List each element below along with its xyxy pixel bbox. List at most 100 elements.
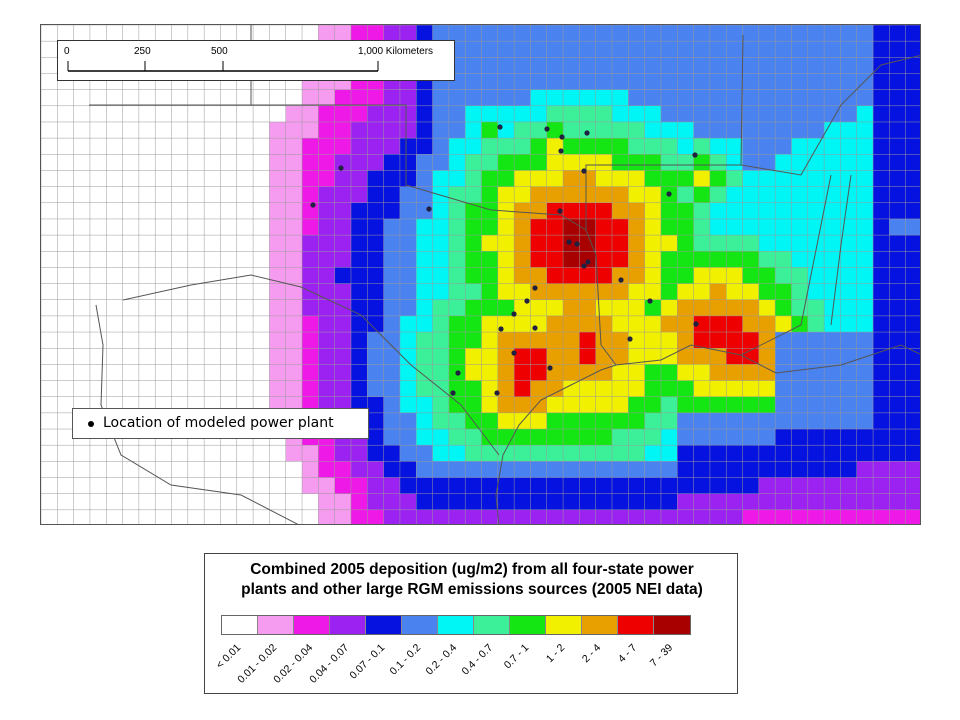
grid-cell — [350, 445, 368, 462]
grid-cell — [448, 348, 466, 365]
grid-cell — [595, 348, 613, 365]
grid-cell — [57, 235, 75, 252]
grid-cell — [726, 202, 743, 220]
grid-cell — [155, 251, 172, 268]
grid-cell — [579, 315, 597, 333]
grid-cell — [660, 202, 678, 220]
grid-cell — [677, 348, 694, 365]
grid-cell — [595, 380, 613, 398]
grid-cell — [106, 138, 123, 155]
grid-cell — [122, 170, 140, 188]
grid-cell — [171, 493, 189, 511]
grid-cell — [726, 299, 743, 317]
grid-cell — [742, 202, 760, 220]
grid-cell — [367, 315, 385, 333]
grid-cell — [236, 315, 254, 333]
grid-cell — [644, 509, 662, 524]
grid-cell — [122, 332, 140, 349]
grid-cell — [106, 267, 123, 284]
grid-cell — [873, 235, 890, 252]
grid-cell — [677, 89, 694, 107]
grid-cell — [873, 493, 890, 511]
grid-cell — [889, 348, 907, 365]
legend-title-line-2: plants and other large RGM emissions sou… — [241, 581, 703, 598]
grid-cell — [824, 170, 841, 188]
grid-cell — [448, 429, 466, 446]
grid-cell — [873, 315, 890, 333]
grid-cell — [89, 89, 107, 107]
grid-cell — [612, 105, 629, 123]
grid-cell — [530, 170, 548, 188]
grid-cell — [742, 283, 760, 301]
grid-cell — [807, 477, 825, 495]
grid-cell — [709, 412, 727, 430]
grid-cell — [448, 235, 466, 252]
grid-cell — [432, 332, 450, 349]
grid-cell — [693, 429, 711, 446]
grid-cell — [57, 218, 75, 236]
grid-cell — [595, 364, 613, 381]
grid-cell — [791, 477, 809, 495]
grid-cell — [155, 105, 172, 123]
grid-cell — [660, 364, 678, 381]
grid-cell — [840, 477, 858, 495]
grid-cell — [57, 299, 75, 317]
grid-cell — [41, 477, 58, 495]
grid-cell — [644, 477, 662, 495]
grid-cell — [416, 251, 433, 268]
grid-cell — [660, 396, 678, 414]
grid-cell — [497, 299, 515, 317]
grid-cell — [416, 186, 433, 204]
grid-cell — [856, 186, 874, 204]
grid-cell — [628, 202, 646, 220]
grid-cell — [530, 121, 548, 139]
grid-cell — [726, 267, 743, 284]
grid-cell — [612, 186, 629, 204]
grid-cell — [497, 267, 515, 284]
grid-cell — [791, 396, 809, 414]
grid-cell — [302, 493, 319, 511]
grid-cell — [873, 25, 890, 42]
grid-cell — [220, 315, 238, 333]
grid-cell — [775, 186, 792, 204]
grid-cell — [660, 477, 678, 495]
grid-cell — [220, 121, 238, 139]
grid-cell — [236, 348, 254, 365]
grid-cell — [709, 218, 727, 236]
grid-cell — [416, 299, 433, 317]
grid-cell — [824, 105, 841, 123]
grid-cell — [253, 461, 270, 478]
grid-cell — [758, 493, 776, 511]
grid-cell — [677, 267, 694, 284]
grid-cell — [595, 121, 613, 139]
grid-cell — [742, 315, 760, 333]
grid-cell — [873, 154, 890, 171]
grid-cell — [383, 170, 401, 188]
grid-cell — [204, 364, 221, 381]
grid-cell — [236, 299, 254, 317]
grid-cell — [187, 493, 205, 511]
grid-cell — [791, 348, 809, 365]
grid-cell — [432, 477, 450, 495]
grid-cell — [873, 186, 890, 204]
grid-cell — [677, 315, 694, 333]
grid-cell — [840, 267, 858, 284]
grid-cell — [187, 25, 205, 42]
grid-cell — [155, 477, 172, 495]
grid-cell — [334, 186, 352, 204]
grid-cell — [889, 235, 907, 252]
grid-cell — [546, 170, 564, 188]
grid-cell — [612, 25, 629, 42]
grid-cell — [57, 380, 75, 398]
grid-cell — [905, 202, 920, 220]
grid-cell — [448, 105, 466, 123]
grid-cell — [204, 202, 221, 220]
grid-cell — [546, 25, 564, 42]
grid-cell — [677, 429, 694, 446]
grid-cell — [350, 332, 368, 349]
grid-cell — [873, 202, 890, 220]
grid-cell — [448, 445, 466, 462]
grid-cell — [187, 251, 205, 268]
grid-cell — [269, 202, 287, 220]
power-plant-legend: Location of modeled power plant — [72, 408, 369, 439]
